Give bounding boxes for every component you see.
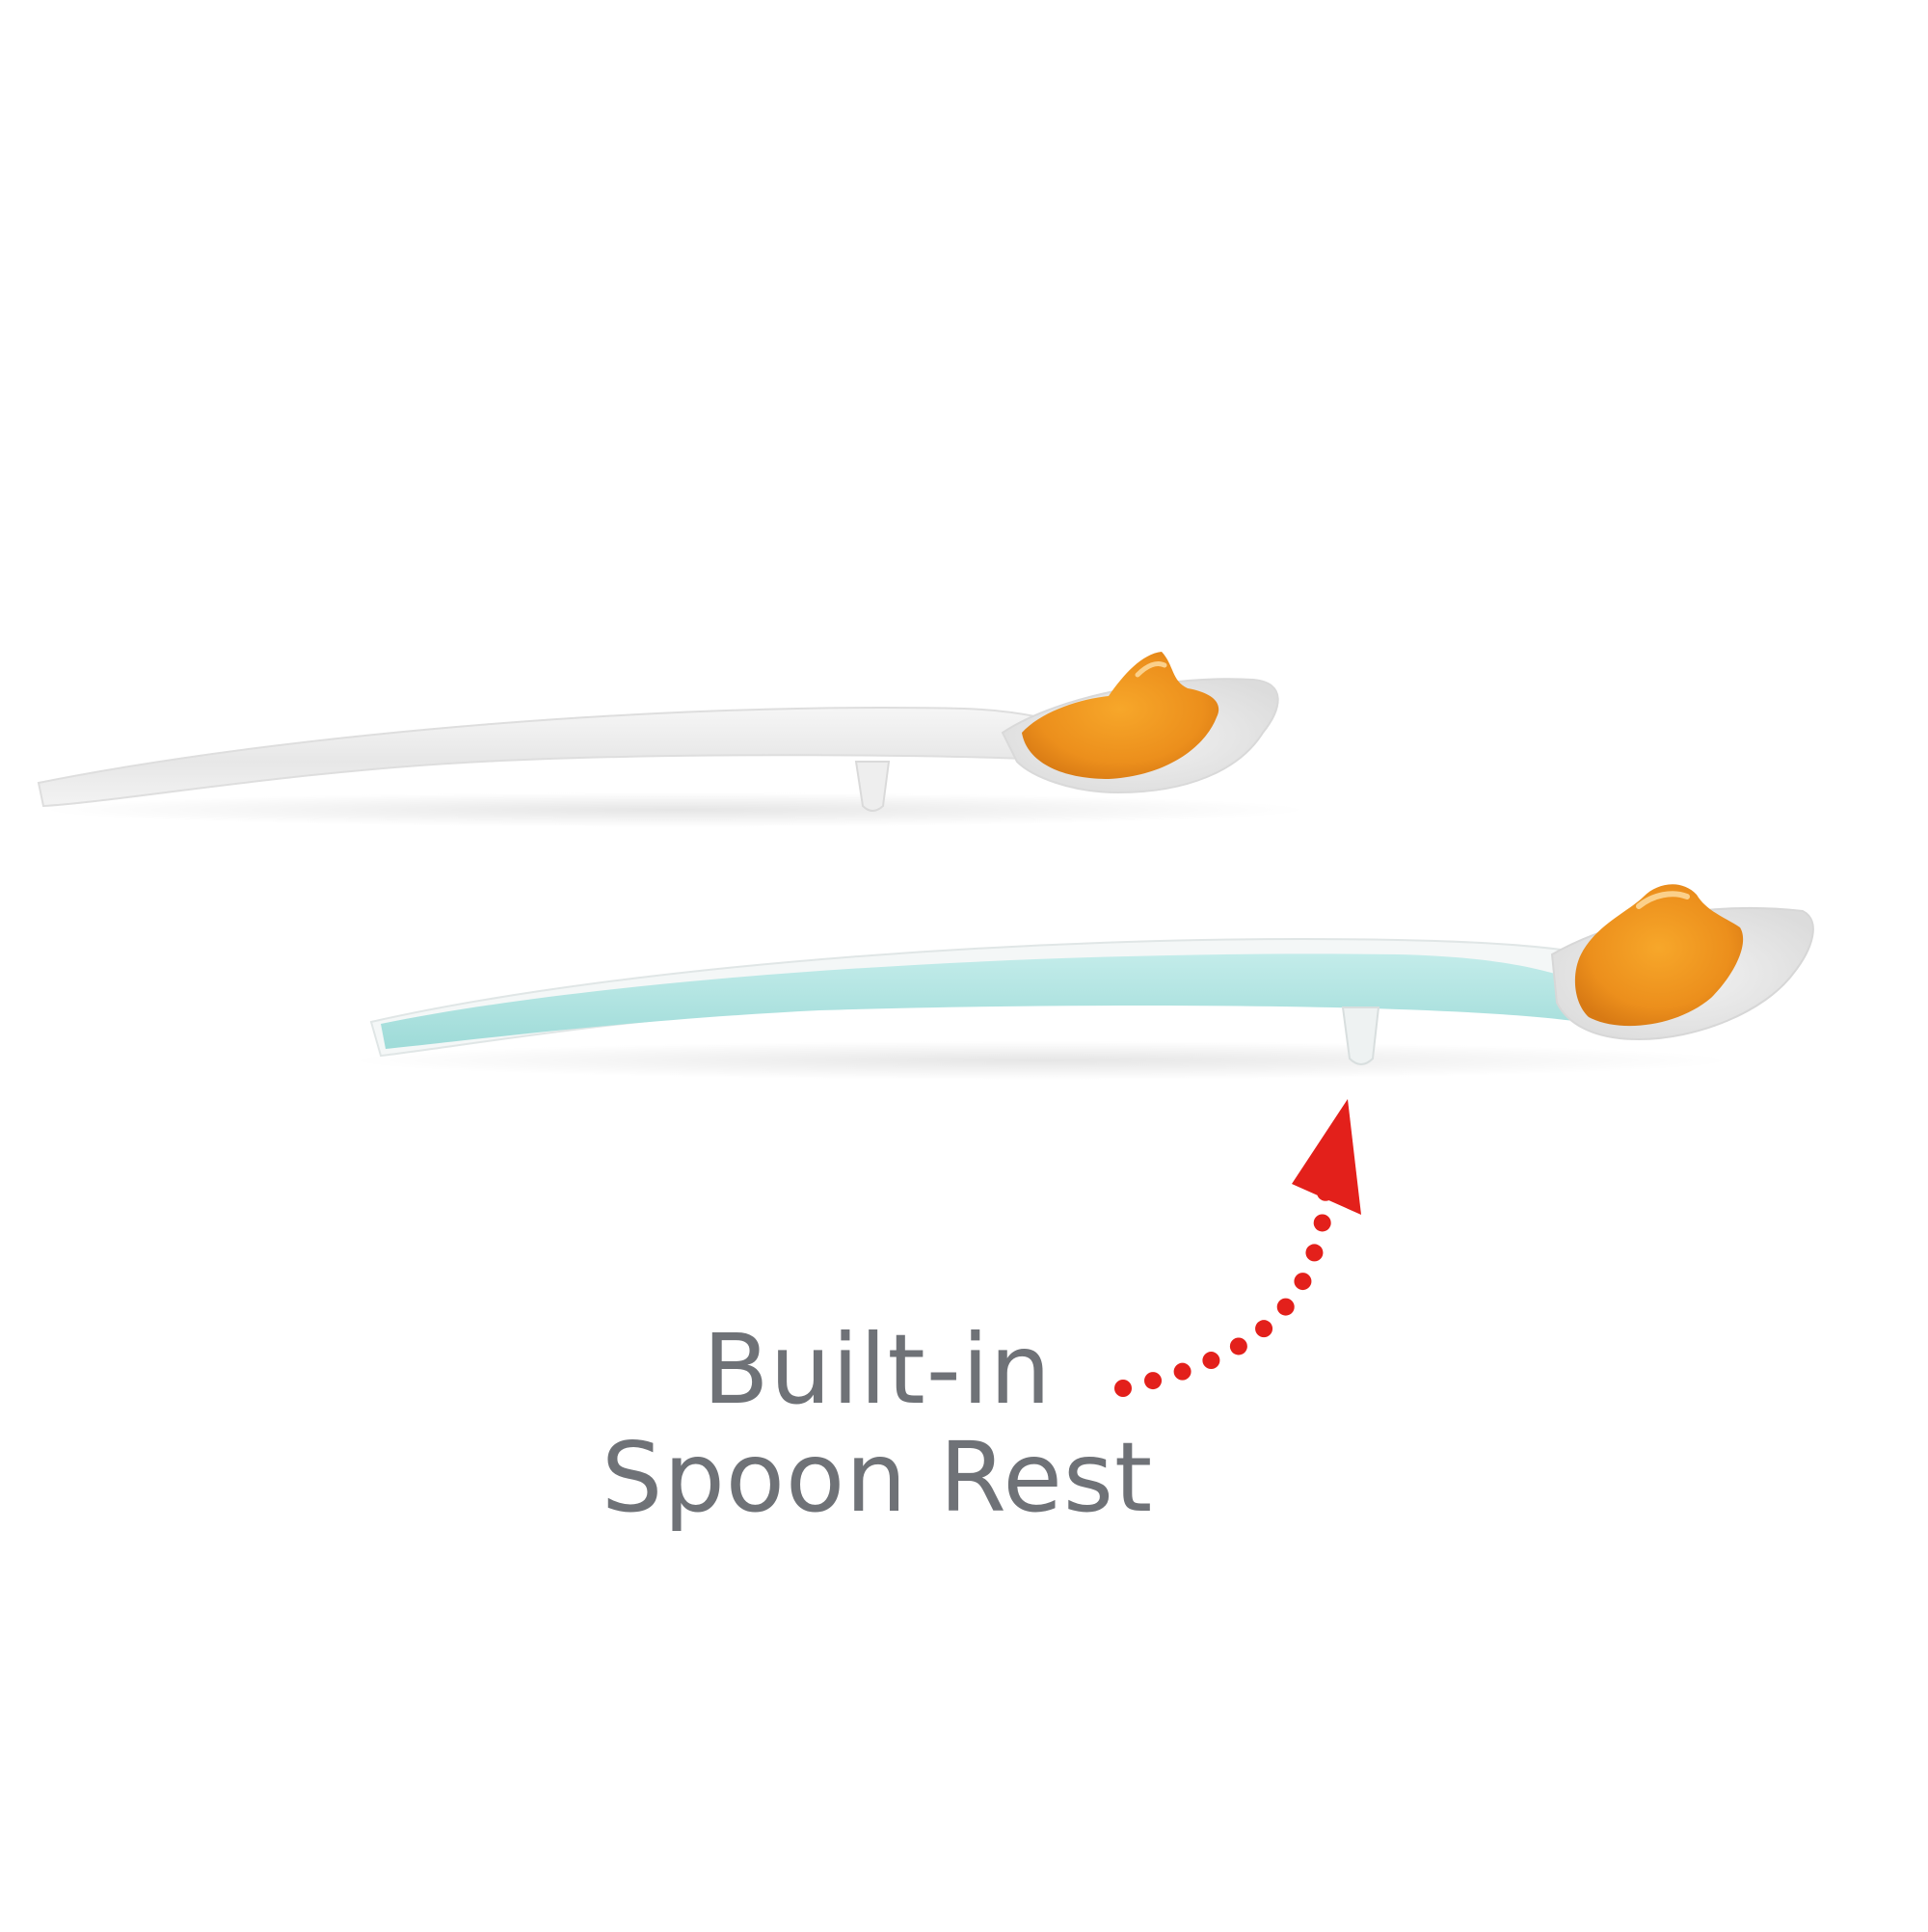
- aqua-spoon-handle-core: [381, 953, 1581, 1049]
- feature-caption: Built-in Spoon Rest: [540, 1316, 1215, 1532]
- white-spoon-rest-peg: [854, 761, 891, 812]
- caption-line-2: Spoon Rest: [601, 1421, 1154, 1534]
- white-spoon: [37, 652, 1311, 827]
- aqua-spoon-rest-peg: [1341, 1006, 1380, 1065]
- caption-line-1: Built-in: [702, 1313, 1052, 1426]
- aqua-spoon-food: [1574, 884, 1744, 1027]
- aqua-spoon: [347, 884, 1814, 1080]
- white-spoon-food-highlight: [1135, 660, 1167, 678]
- aqua-spoon-shadow: [347, 1041, 1735, 1080]
- white-spoon-food: [1022, 652, 1219, 779]
- arrow-head: [1292, 1099, 1361, 1215]
- white-spoon-shadow: [39, 792, 1311, 827]
- dotted-curved-arrow-icon: [1114, 1099, 1361, 1397]
- white-spoon-handle: [37, 707, 1101, 808]
- aqua-spoon-food-highlight: [1636, 891, 1690, 909]
